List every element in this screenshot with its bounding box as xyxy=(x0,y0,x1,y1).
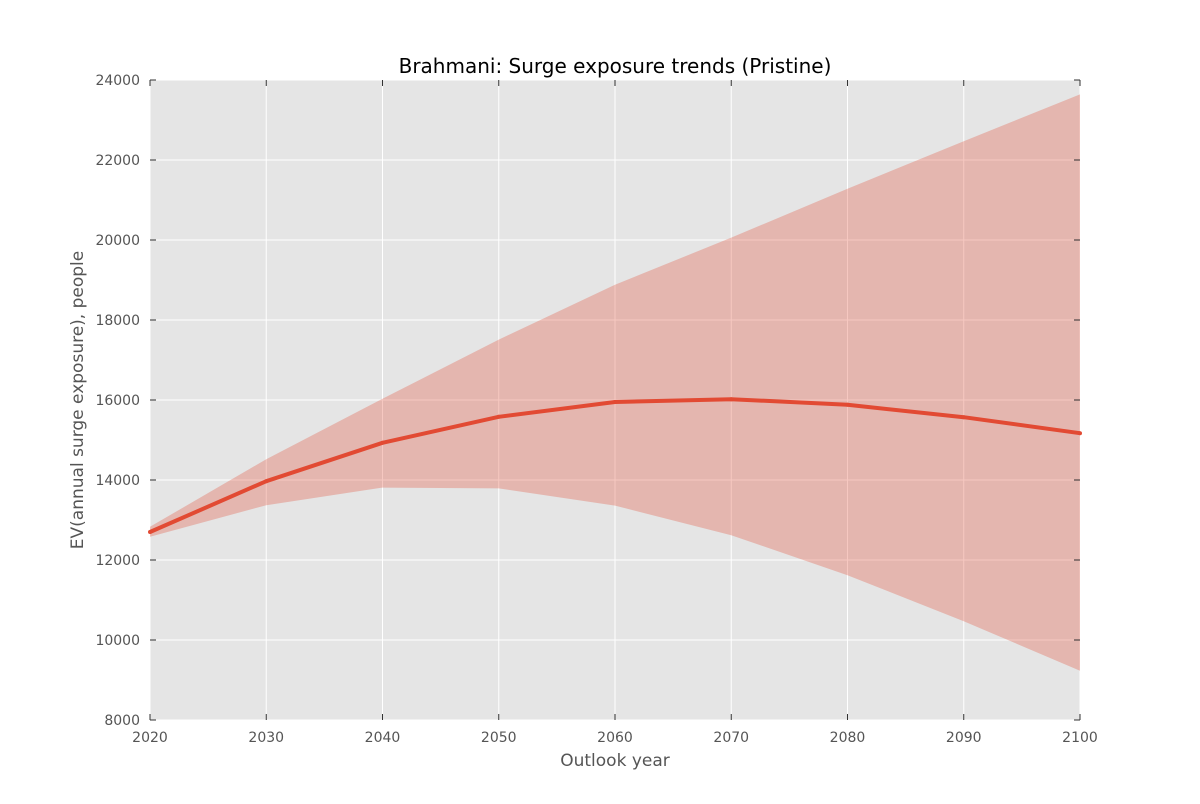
data-point xyxy=(264,479,269,484)
y-axis-label: EV(annual surge exposure), people xyxy=(68,251,88,549)
y-tick-label: 14000 xyxy=(95,473,140,489)
series-lines xyxy=(148,397,1082,534)
axis-ticks xyxy=(149,79,1081,721)
x-tick-labels: 2020 2030 2040 2050 2060 2070 2080 2090 2100 xyxy=(132,730,1098,746)
x-tick-label: 2060 xyxy=(597,730,633,746)
x-tick-label: 2080 xyxy=(830,730,866,746)
y-tick-label: 22000 xyxy=(95,153,140,169)
y-tick-label: 10000 xyxy=(95,633,140,649)
data-point xyxy=(845,402,850,407)
x-tick-label: 2030 xyxy=(248,730,284,746)
data-point xyxy=(148,530,152,534)
x-tick-label: 2070 xyxy=(713,730,749,746)
data-point xyxy=(613,400,617,404)
confidence-band xyxy=(150,94,1080,671)
data-point xyxy=(961,415,966,420)
x-tick-label: 2100 xyxy=(1062,730,1098,746)
uncertainty-band xyxy=(150,94,1080,671)
x-axis-label: Outlook year xyxy=(560,751,670,771)
data-point xyxy=(380,440,385,445)
y-tick-label: 8000 xyxy=(104,713,140,729)
y-tick-label: 12000 xyxy=(95,553,140,569)
y-tick-label: 24000 xyxy=(95,73,140,89)
data-point xyxy=(1078,431,1082,436)
x-tick-label: 2040 xyxy=(365,730,401,746)
y-tick-label: 20000 xyxy=(95,233,140,249)
y-tick-label: 18000 xyxy=(95,313,140,329)
chart-title: Brahmani: Surge exposure trends (Pristin… xyxy=(399,54,832,78)
x-tick-label: 2020 xyxy=(132,730,168,746)
x-tick-label: 2050 xyxy=(481,730,517,746)
y-tick-label: 16000 xyxy=(95,393,140,409)
data-point xyxy=(496,414,501,419)
x-tick-label: 2090 xyxy=(946,730,982,746)
y-tick-labels: 8000 10000 12000 14000 16000 18000 20000 22000 2… xyxy=(95,73,140,729)
data-point xyxy=(729,397,734,402)
